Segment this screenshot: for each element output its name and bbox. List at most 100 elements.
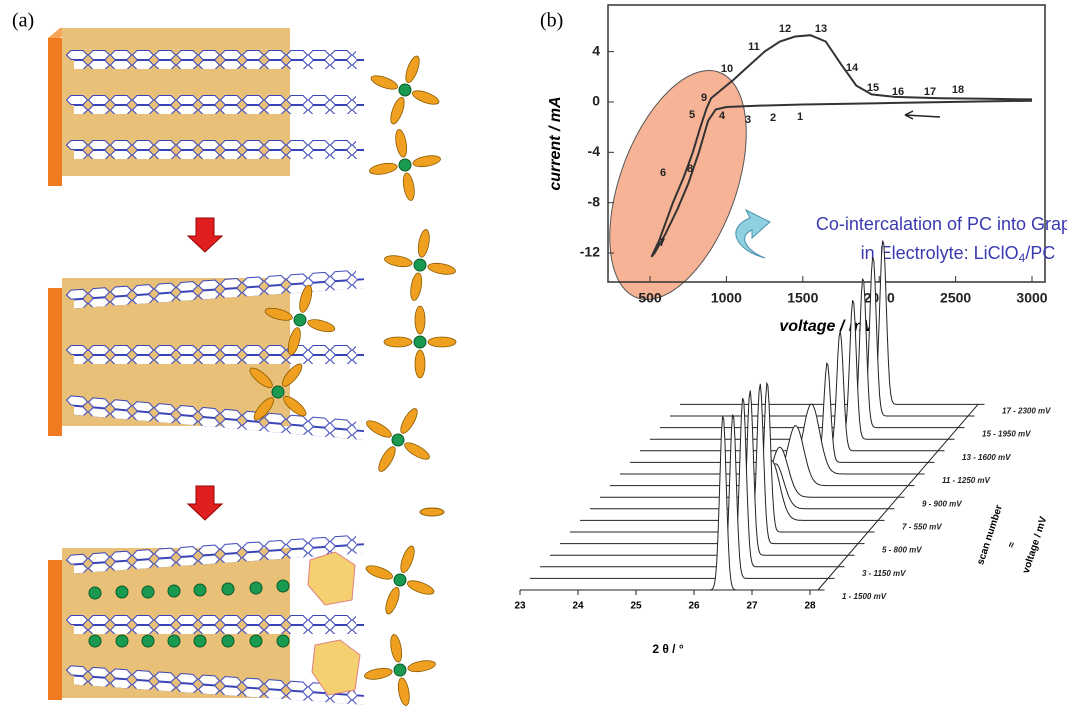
xrd-trace [560, 383, 865, 545]
circle [115, 634, 129, 648]
circle [276, 634, 290, 648]
xrd-trace [530, 414, 835, 579]
x-tick-label: 26 [688, 601, 700, 612]
circle [88, 634, 102, 648]
x-tick-label: 23 [514, 601, 526, 612]
cv-curve [650, 34, 1033, 258]
point-label: 18 [952, 84, 964, 96]
frame [607, 4, 1046, 283]
x-tick-label: 27 [746, 601, 758, 612]
wall [48, 288, 62, 436]
x-tick-label: 1000 [711, 290, 742, 306]
point-label: 11 [748, 41, 760, 53]
curved-arrow [735, 208, 771, 259]
solvent [377, 222, 463, 308]
graphene [66, 140, 364, 159]
stage-3 [48, 533, 447, 711]
point-label: 9 [701, 92, 707, 104]
y-tick-label: 0 [592, 93, 600, 109]
circle [167, 634, 181, 648]
side-label: voltage / mV [1021, 515, 1050, 575]
xrd-plot: 17 - 2300 mV 15 - 1950 mV 13 - 1600 mV 11 -… [514, 240, 1051, 656]
circle [141, 634, 155, 648]
solvent-shell [311, 639, 361, 696]
point-label: 10 [721, 63, 733, 75]
y-tick-label: -8 [588, 193, 601, 209]
xrd-trace [550, 390, 855, 556]
panel-label: (b) [540, 10, 563, 32]
ions [88, 579, 290, 648]
circle [193, 634, 207, 648]
point-label: 1 [797, 111, 803, 123]
circle [249, 634, 263, 648]
point-label: 3 [745, 114, 751, 126]
trace-label: 17 - 2300 mV [1002, 407, 1051, 416]
x-tick-label: 1500 [787, 290, 818, 306]
graphene [66, 95, 364, 114]
point-label: 17 [924, 86, 936, 98]
x-tick-label: 2500 [940, 290, 971, 306]
graphene [66, 50, 364, 69]
wall [48, 38, 62, 186]
x-tick-label: 3000 [1016, 290, 1047, 306]
point-label: 6 [660, 167, 666, 179]
arrow [186, 485, 224, 521]
side-label: scan number [975, 504, 1005, 567]
solvent [362, 122, 448, 208]
y-tick-label: 4 [592, 42, 600, 58]
x-tick-label: 25 [630, 601, 642, 612]
point-label: 2 [770, 112, 776, 124]
annotation: Co-intercalation of PC into Graphite [816, 214, 1067, 234]
point-label: 15 [867, 82, 879, 94]
xrd-trace [670, 256, 975, 417]
y-tick-label: -4 [588, 143, 601, 159]
trace-label: 11 - 1250 mV [942, 476, 991, 485]
side-label: ≈ [1006, 540, 1018, 549]
graphene [66, 345, 364, 364]
arrow [186, 217, 224, 253]
annotation: in Electrolyte: LiClO4/PC [861, 243, 1056, 265]
solvent-part [419, 507, 445, 517]
circle [115, 585, 129, 599]
circle [193, 583, 207, 597]
trace-label: 13 - 1600 mV [962, 453, 1011, 462]
panel-label: (a) [12, 10, 34, 32]
y-axis-title: current / mA [547, 96, 564, 190]
circle [221, 582, 235, 596]
depth-axis [817, 404, 979, 591]
x-axis-title: 2 θ / ° [652, 642, 683, 656]
highlight [609, 70, 747, 300]
x-tick-label: 500 [638, 290, 662, 306]
trace-label: 9 - 900 mV [922, 499, 962, 508]
trace-label: 7 - 550 mV [902, 523, 942, 532]
solvent [358, 43, 452, 137]
x-tick-label: 28 [804, 601, 816, 612]
wall [48, 560, 62, 700]
stage-2 [48, 222, 463, 517]
direction-arrow [904, 110, 941, 120]
solvent-shell [307, 551, 356, 606]
subscript: 4 [1019, 251, 1026, 265]
point-label: 13 [815, 23, 827, 35]
trace-label: 1 - 1500 mV [842, 592, 887, 601]
xrd-trace [680, 240, 985, 405]
circle [221, 634, 235, 648]
point-label: 14 [846, 62, 859, 74]
circle [88, 586, 102, 600]
x-tick-label: 24 [572, 601, 584, 612]
y-tick-label: -12 [580, 244, 600, 260]
cv-plot: 500 1000 1500 2000 2500 3000-12-8-404voltage … [547, 4, 1067, 335]
circle [276, 579, 290, 593]
point-label: 7 [659, 237, 665, 249]
stage-1 [48, 28, 452, 208]
annotation-part: in Electrolyte: LiClO [861, 243, 1019, 263]
solvent [357, 627, 443, 711]
point-label: 5 [689, 109, 695, 121]
trace-label: 3 - 1150 mV [862, 569, 906, 578]
solvent [353, 533, 447, 627]
graphene [66, 615, 364, 634]
annotation-part: /PC [1025, 243, 1055, 263]
point-label: 12 [779, 23, 791, 35]
circle [167, 584, 181, 598]
